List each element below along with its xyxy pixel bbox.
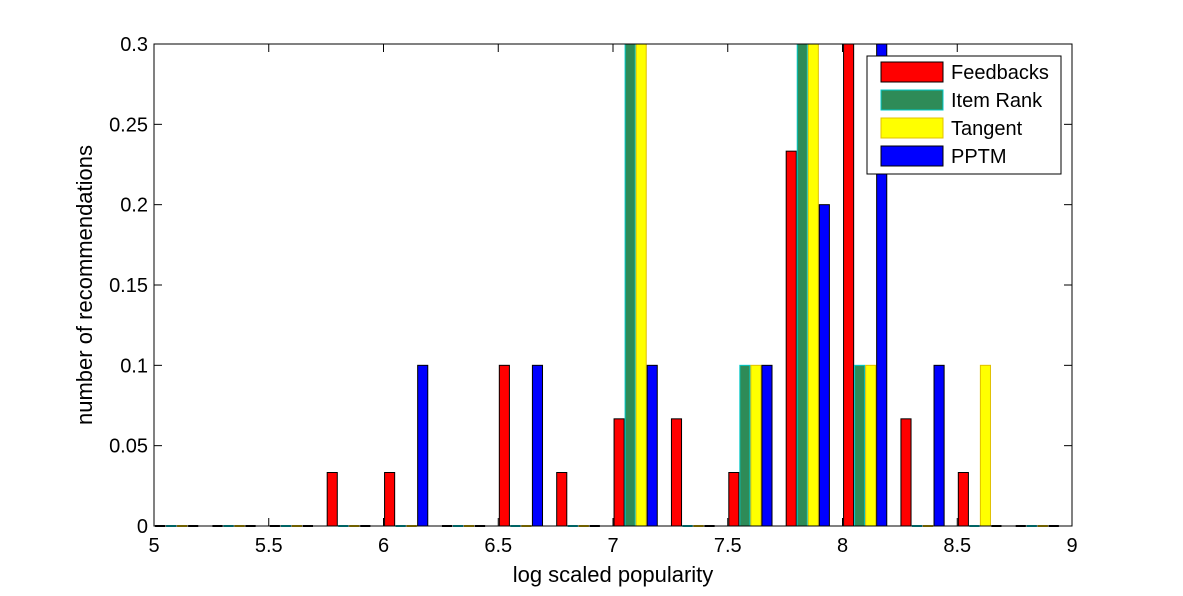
bar-feedbacks-12 <box>843 43 855 527</box>
x-tick-label: 8 <box>837 535 848 557</box>
bar-feedbacks-3 <box>326 472 338 527</box>
bar-pptm-13 <box>933 364 945 527</box>
x-tick-label: 6 <box>378 535 389 557</box>
legend-swatch-feedbacks <box>880 61 944 83</box>
x-tick-label: 6.5 <box>484 535 512 557</box>
y-tick-label: 0.25 <box>109 114 148 136</box>
bar-feedbacks-6 <box>498 364 510 527</box>
legend-label-pptm: PPTM <box>951 146 1007 168</box>
bar-feedbacks-10 <box>728 472 740 527</box>
bar-item-rank-10 <box>739 364 751 527</box>
bar-feedbacks-14 <box>957 472 969 527</box>
legend-swatch-item-rank <box>880 89 944 111</box>
y-tick-label: 0.1 <box>120 355 148 377</box>
bar-pptm-10 <box>761 364 773 527</box>
y-tick-label: 0 <box>137 516 148 538</box>
x-tick-label: 7 <box>607 535 618 557</box>
x-tick-label: 8.5 <box>943 535 971 557</box>
bar-feedbacks-7 <box>556 472 568 527</box>
y-tick-label: 0.3 <box>120 34 148 56</box>
x-axis-label: log scaled popularity <box>513 562 714 587</box>
legend-label-feedbacks: Feedbacks <box>951 62 1049 84</box>
bar-feedbacks-8 <box>613 418 625 527</box>
x-tick-label: 9 <box>1066 535 1077 557</box>
x-tick-label: 7.5 <box>714 535 742 557</box>
y-axis-ticks: 0 0.05 0.1 0.15 0.2 0.25 0.3 <box>109 34 1072 538</box>
legend: Feedbacks Item Rank Tangent PPTM <box>866 55 1062 175</box>
bar-pptm-4 <box>417 364 429 527</box>
legend-swatch-pptm <box>880 145 944 167</box>
bar-pptm-6 <box>531 364 544 527</box>
bar-tangent-12 <box>865 364 877 527</box>
y-tick-label: 0.05 <box>109 436 148 458</box>
bar-tangent-11 <box>807 43 819 527</box>
bar-item-rank-11 <box>796 43 808 527</box>
y-tick-label: 0.2 <box>120 195 148 217</box>
y-tick-label: 0.15 <box>109 275 148 297</box>
bar-tangent-10 <box>750 364 762 527</box>
bar-tangent-14 <box>979 364 991 527</box>
bar-item-rank-12 <box>854 364 866 527</box>
legend-swatch-tangent <box>880 117 944 139</box>
y-axis-label: number of recommendations <box>72 145 97 425</box>
bar-item-rank-8 <box>624 43 636 527</box>
bar-feedbacks-4 <box>384 472 396 527</box>
x-tick-label: 5.5 <box>255 535 283 557</box>
bar-pptm-8 <box>646 364 658 527</box>
bar-feedbacks-13 <box>900 418 912 527</box>
x-tick-label: 5 <box>148 535 159 557</box>
bar-tangent-8 <box>635 43 647 527</box>
bar-pptm-11 <box>818 204 830 527</box>
legend-label-tangent: Tangent <box>951 118 1023 140</box>
bar-feedbacks-11 <box>785 150 797 527</box>
legend-label-item-rank: Item Rank <box>951 90 1043 112</box>
x-axis-ticks: 5 5.5 6 6.5 7 7.5 8 8.5 9 <box>148 44 1078 557</box>
bars-group <box>155 43 1059 527</box>
bar-feedbacks-9 <box>670 418 683 527</box>
